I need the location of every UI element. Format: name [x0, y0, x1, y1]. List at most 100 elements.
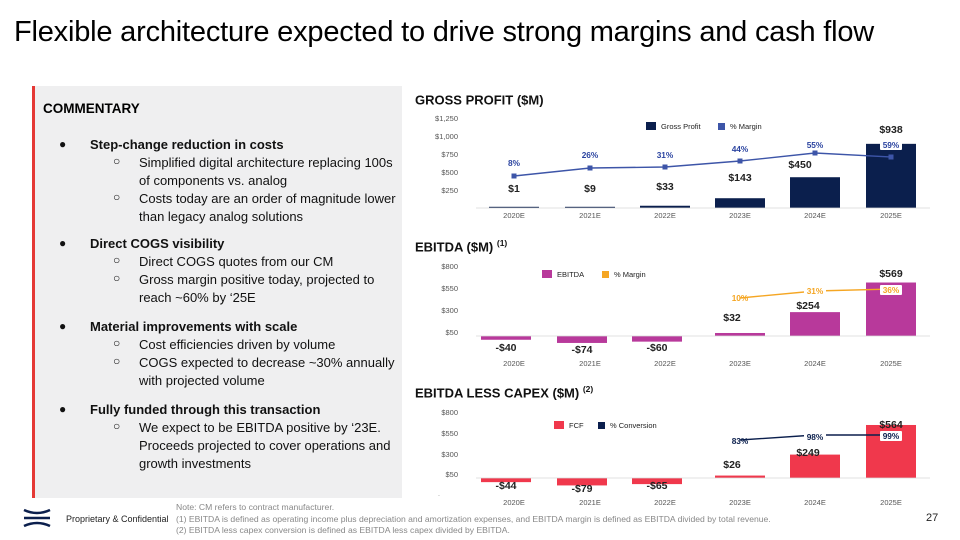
x-tick-label: 2021E — [579, 359, 601, 368]
sub-bullet-text: We expect to be EBITDA positive by ‘23E.… — [139, 420, 391, 471]
margin-point — [511, 173, 517, 179]
y-tick-label: $50 — [445, 470, 458, 479]
legend-swatch — [554, 421, 564, 429]
value-label: $564 — [879, 419, 903, 431]
value-label: $938 — [879, 124, 903, 136]
legend-swatch — [646, 122, 656, 130]
data-bar — [640, 205, 690, 208]
data-bar — [481, 336, 531, 340]
y-tick-label: . — [438, 491, 440, 498]
bullet-title: Fully funded through this transaction — [90, 402, 321, 417]
legend-swatch — [602, 271, 609, 278]
legend-swatch — [598, 422, 605, 429]
data-bar — [790, 177, 840, 208]
data-bar — [790, 312, 840, 336]
x-tick-label: 2023E — [729, 359, 751, 368]
margin-point — [888, 154, 894, 160]
bullet-dot-icon: ● — [59, 236, 67, 250]
y-tick-label: $50 — [445, 328, 458, 337]
fcf-chart: $800 $550 $300 $50. FCF % Conversion 83% 98% 99%… — [438, 408, 930, 507]
y-tick-label: $800 — [441, 262, 458, 271]
bullet-dot-icon: ● — [59, 402, 67, 416]
gross-profit-chart: $1,250 $1,000 $750 $500 $250 Gross Profit % Ma… — [435, 114, 930, 220]
sub-bullet-circle-icon: ○ — [113, 253, 121, 267]
sub-bullet-text: Simplified digital architecture replacin… — [139, 155, 393, 188]
margin-label: 83% — [732, 436, 749, 446]
y-tick-label: $250 — [441, 186, 458, 195]
data-bar — [632, 336, 682, 342]
value-label: $26 — [723, 459, 741, 471]
legend-label: % Margin — [614, 270, 646, 279]
margin-label: 31% — [807, 286, 824, 296]
value-label: $1 — [508, 183, 520, 195]
bullet-title: Material improvements with scale — [90, 319, 298, 334]
value-label: -$60 — [646, 342, 667, 354]
y-tick-label: $750 — [441, 150, 458, 159]
sub-bullet-text: COGS expected to decrease ~30% annually … — [139, 355, 395, 388]
margin-label: 26% — [582, 150, 599, 160]
y-tick-label: $1,000 — [435, 132, 458, 141]
y-tick-label: $800 — [441, 408, 458, 417]
value-label: $249 — [796, 447, 820, 459]
value-label: $143 — [728, 172, 752, 184]
value-label: $569 — [879, 268, 903, 280]
label-backdrop — [786, 158, 814, 170]
x-tick-label: 2023E — [729, 498, 751, 507]
sub-bullet-circle-icon: ○ — [113, 154, 121, 168]
margin-point — [812, 150, 818, 156]
label-backdrop — [804, 286, 826, 296]
data-bar — [790, 454, 840, 478]
margin-label: 98% — [807, 432, 824, 442]
y-tick-label: $550 — [441, 429, 458, 438]
x-tick-label: 2020E — [503, 359, 525, 368]
x-tick-label: 2020E — [503, 211, 525, 220]
data-bar — [481, 478, 531, 483]
x-tick-label: 2020E — [503, 498, 525, 507]
x-tick-label: 2024E — [804, 359, 826, 368]
data-bar — [632, 478, 682, 485]
legend-label: % Margin — [730, 122, 762, 131]
data-bar — [557, 478, 607, 486]
margin-point — [662, 164, 668, 170]
margin-point — [587, 165, 593, 171]
sub-bullet-circle-icon: ○ — [113, 190, 121, 204]
legend-label: % Conversion — [610, 421, 657, 430]
x-tick-label: 2023E — [729, 211, 751, 220]
sub-bullet-circle-icon: ○ — [113, 271, 121, 285]
page-title: Flexible architecture expected to drive … — [14, 16, 875, 48]
y-tick-label: $300 — [441, 450, 458, 459]
value-label: -$44 — [495, 480, 516, 492]
label-backdrop — [880, 431, 902, 441]
data-bar — [866, 143, 916, 208]
margin-label: 55% — [807, 140, 824, 150]
data-bar — [715, 332, 765, 336]
margin-label: 8% — [508, 158, 521, 168]
legend-label: Gross Profit — [661, 122, 702, 131]
value-label: -$40 — [495, 342, 516, 354]
footnote: (1) EBITDA is defined as operating incom… — [176, 513, 771, 524]
bullet-dot-icon: ● — [59, 137, 67, 151]
sub-bullet-circle-icon: ○ — [113, 336, 121, 350]
confidential-label: Proprietary & Confidential — [66, 514, 169, 524]
value-label: -$74 — [571, 344, 592, 356]
bullet-title: Direct COGS visibility — [90, 236, 225, 251]
x-tick-label: 2022E — [654, 359, 676, 368]
sub-bullet-text: Costs today are an order of magnitude lo… — [139, 191, 396, 224]
value-label: $254 — [796, 300, 820, 312]
y-tick-label: $1,250 — [435, 114, 458, 123]
bullet-title: Step-change reduction in costs — [90, 137, 284, 152]
data-bar — [557, 336, 607, 343]
value-label: -$65 — [646, 480, 667, 492]
legend-swatch — [542, 270, 552, 278]
x-tick-label: 2025E — [880, 498, 902, 507]
margin-line — [513, 152, 892, 177]
data-bar — [565, 206, 615, 208]
page-number: 27 — [926, 512, 939, 524]
sub-bullet-circle-icon: ○ — [113, 419, 121, 433]
x-tick-label: 2025E — [880, 211, 902, 220]
ebitda-chart: $800 $550 $300 $50 EBITDA % Margin 10% 31% 36% -$… — [441, 262, 930, 368]
margin-label: 36% — [883, 285, 900, 295]
data-bar — [715, 475, 765, 478]
footnote: (2) EBITDA less capex conversion is defi… — [176, 525, 510, 535]
x-tick-label: 2021E — [579, 211, 601, 220]
